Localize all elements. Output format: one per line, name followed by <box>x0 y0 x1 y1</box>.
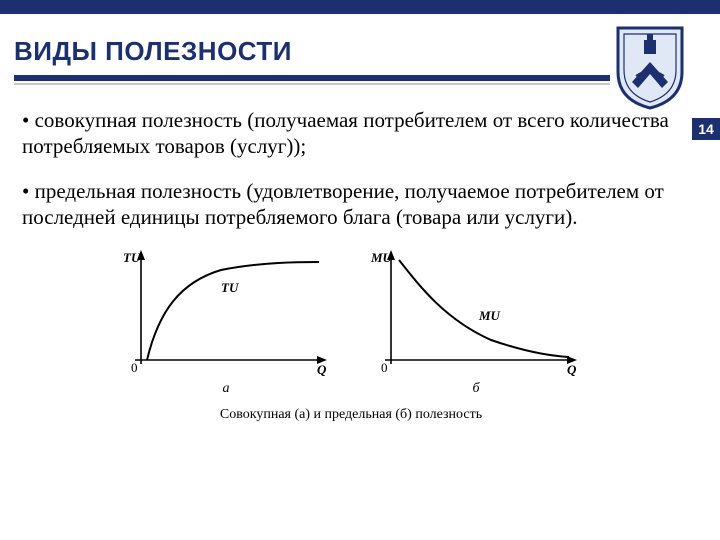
bullet-item: • совокупная полезность (получаемая потр… <box>22 107 680 160</box>
chart-a-sublabel: а <box>223 380 230 398</box>
content-area: • совокупная полезность (получаемая потр… <box>0 85 720 423</box>
mu-y-axis-label: MU <box>371 250 393 265</box>
chart-b-sublabel: б <box>472 380 479 398</box>
tu-x-axis-label: Q <box>317 362 327 377</box>
title-underline <box>14 75 610 85</box>
charts-caption: Совокупная (а) и предельная (б) полезнос… <box>22 406 680 424</box>
tu-origin-label: 0 <box>131 360 138 375</box>
mu-x-axis-label: Q <box>567 362 577 377</box>
slide-title: ВИДЫ ПОЛЕЗНОСТИ <box>14 36 292 67</box>
bullet-item: • предельная полезность (удовлетворение,… <box>22 178 680 231</box>
shield-logo <box>610 22 690 110</box>
mu-curve-label: MU <box>478 308 501 323</box>
tu-y-axis-label: TU <box>123 250 141 265</box>
tu-curve <box>147 262 319 360</box>
chart-mu: MU MU 0 Q б <box>371 248 581 398</box>
header: ВИДЫ ПОЛЕЗНОСТИ <box>0 14 720 67</box>
top-bar <box>0 0 720 14</box>
tu-curve-label: TU <box>221 280 239 295</box>
mu-origin-label: 0 <box>381 360 388 375</box>
charts-row: TU TU 0 Q а MU MU <box>22 248 680 398</box>
page-number-badge: 14 <box>692 118 720 140</box>
chart-tu: TU TU 0 Q а <box>121 248 331 398</box>
